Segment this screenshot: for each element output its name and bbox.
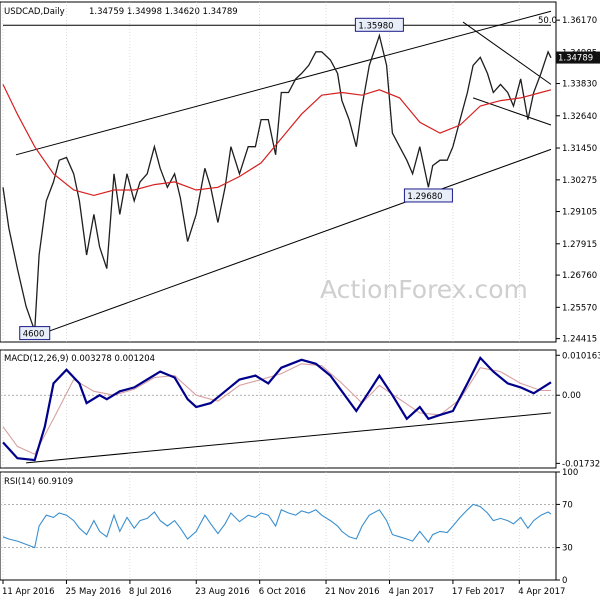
y-tick-label: 1.32640 [562,112,597,122]
price-annotations: 1.35980 1.29680 4600 1.34789 [19,17,600,341]
y-tick-label: 100 [562,468,578,478]
y-tick-label: 1.33830 [562,80,597,90]
y-tick-label: 0.00 [562,391,581,401]
price-trendlines [3,10,552,337]
y-tick-label: 1.24415 [562,335,597,345]
y-tick-label: 0 [562,576,567,586]
trendline [462,21,552,85]
price-close-line [2,33,552,332]
macd-panel-title: MACD(12,26,9) 0.003278 0.001204 [4,354,155,364]
watermark: ActionForex.com [320,275,528,304]
y-tick-label: 1.29105 [562,208,597,218]
macd-grid: 0.010163 0.00 -0.017321 [0,350,600,469]
price-ohlc-text: 1.34759 1.34998 1.34620 1.34789 [89,7,238,17]
macd-panel-frame [0,349,557,469]
rsi-panel-frame [0,471,557,581]
trendline [15,10,552,156]
annotation-box [403,188,453,203]
annotation-box [19,326,51,341]
y-tick-label: 1.36170 [562,16,597,26]
x-tick-label: 23 Aug 2016 [195,587,249,597]
x-tick-label: 4 Apr 2017 [518,587,565,597]
fib-level-label: 50.0 [538,16,557,26]
y-tick-label: 30 [562,544,573,554]
x-axis: 11 Apr 2016 25 May 2016 8 Jul 2016 23 Aug 2… [2,580,565,597]
rsi-series [2,503,552,549]
y-tick-label: 70 [562,500,573,510]
x-tick-label: 11 Apr 2016 [2,587,55,597]
trendline [472,97,552,126]
price-panel-title: USDCAD,Daily [4,7,65,17]
y-tick-label: 1.30275 [562,176,597,186]
macd-trendline [26,412,552,464]
macd-series [2,356,552,464]
rsi-grid: 100 70 30 0 [0,468,578,586]
macd-panel: MACD(12,26,9) 0.003278 0.001204 0.010163… [0,349,600,469]
y-tick-label: 1.31450 [562,144,597,154]
current-price-box [556,51,600,64]
price-series [2,33,552,332]
annotation-label: 4600 [23,330,45,340]
macd-line [2,356,552,462]
trendline [34,148,552,337]
y-tick-label: 1.27915 [562,240,597,250]
rsi-panel-title: RSI(14) 60.9109 [4,477,73,487]
x-tick-label: 8 Jul 2016 [129,587,172,597]
current-price-label: 1.34789 [558,54,593,64]
annotation-label: 1.35980 [358,21,393,31]
signal-line [2,363,551,455]
y-tick-label: 0.010163 [562,351,600,361]
price-panel: USDCAD,Daily 1.34759 1.34998 1.34620 1.3… [0,1,600,345]
price-panel-frame [0,1,557,343]
moving-average-line [2,84,552,197]
rsi-line [2,503,552,549]
y-tick-label: -0.017321 [562,459,600,469]
y-tick-label: 1.26760 [562,271,597,281]
y-tick-label: 1.25570 [562,303,597,313]
x-tick-label: 17 Feb 2017 [452,587,505,597]
rsi-panel: RSI(14) 60.9109 100 70 30 0 [0,468,578,586]
x-tick-label: 25 May 2016 [65,587,120,597]
x-tick-label: 6 Oct 2016 [259,587,306,597]
x-tick-label: 21 Nov 2016 [325,587,379,597]
annotation-label: 1.29680 [407,192,442,202]
x-tick-label: 4 Jan 2017 [388,587,434,597]
annotation-box [354,17,404,32]
